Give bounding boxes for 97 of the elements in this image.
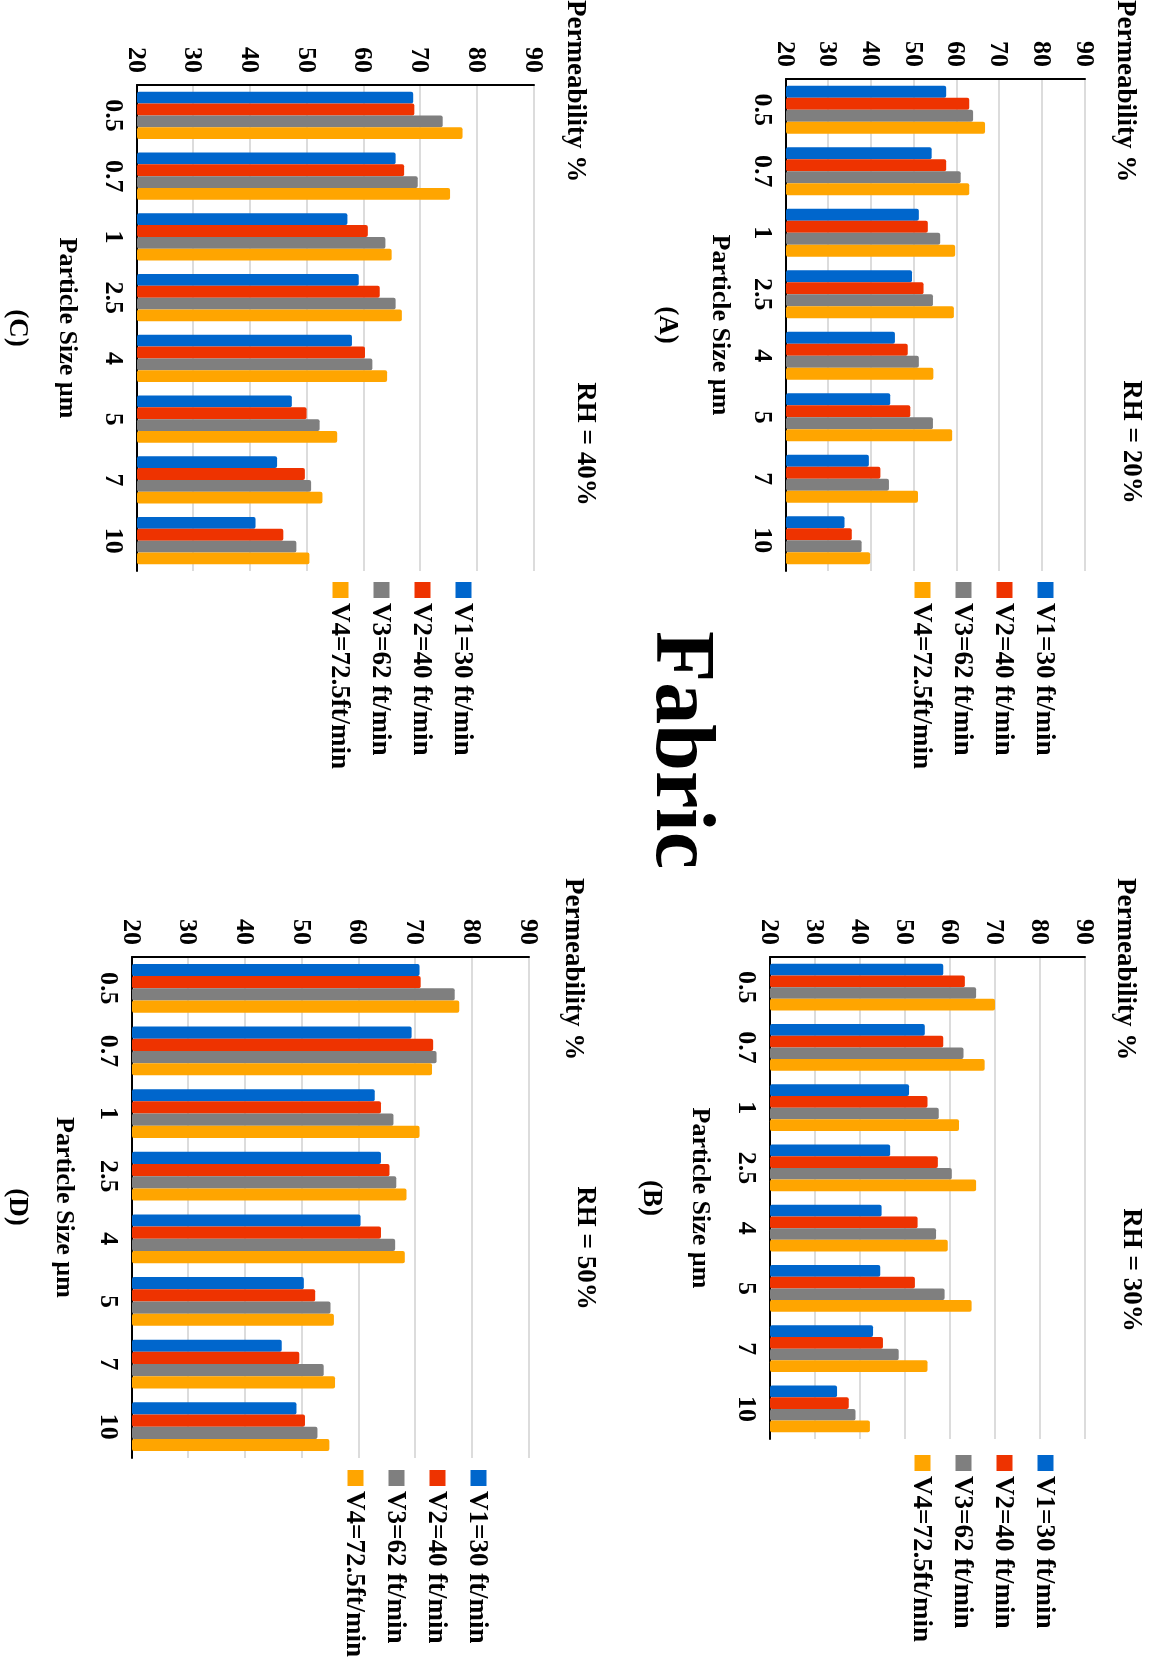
x-tick-label: 80 — [1025, 919, 1055, 945]
y-axis-title: Particle Size µm — [50, 1116, 80, 1299]
legend-label: V1=30 ft/min — [448, 603, 479, 756]
y-tick-label: 1 — [748, 226, 778, 240]
legend-label: V3=62 ft/min — [381, 1491, 412, 1644]
y-tick-label: 1 — [99, 230, 129, 244]
y-tick-label: 10 — [94, 1413, 124, 1440]
y-tick-label: 5 — [732, 1281, 762, 1295]
legend-label: V3=62 ft/min — [948, 1476, 979, 1629]
x-tick-label: 60 — [942, 41, 972, 67]
text: Fabric — [638, 631, 734, 869]
x-tick-label: 50 — [292, 47, 322, 73]
legend-label: V1=30 ft/min — [1030, 1476, 1061, 1629]
y-axis-title: Particle Size µm — [686, 1107, 716, 1289]
y-tick-label: 10 — [732, 1395, 762, 1422]
y-tick-label: 1 — [732, 1101, 762, 1115]
y-tick-label: 10 — [748, 527, 778, 554]
text: Permeability % — [1111, 0, 1142, 183]
legend-label: V1=30 ft/min — [463, 1491, 494, 1644]
x-tick-label: 50 — [899, 41, 929, 67]
y-tick-label: 4 — [748, 349, 778, 363]
text: (D) — [3, 1188, 34, 1226]
y-tick-label: 5 — [94, 1294, 124, 1308]
x-tick-label: 30 — [174, 919, 204, 945]
legend-label: V2=40 ft/min — [989, 603, 1020, 756]
y-tick-label: 0.7 — [732, 1031, 762, 1064]
y-tick-label: 4 — [732, 1221, 762, 1235]
y-tick-label: 2.5 — [732, 1151, 762, 1185]
x-tick-label: 30 — [179, 47, 209, 73]
legend-label: V4=72.5ft/min — [907, 603, 938, 770]
text: (C) — [3, 309, 34, 347]
x-tick-label: 20 — [755, 919, 785, 945]
y-tick-label: 4 — [94, 1232, 124, 1246]
x-tick-label: 90 — [1070, 41, 1100, 67]
y-tick-label: 0.5 — [94, 972, 124, 1005]
legend-label: V2=40 ft/min — [422, 1491, 453, 1644]
text: RH = 20% — [1117, 380, 1148, 504]
y-tick-label: 0.5 — [748, 93, 778, 126]
x-tick-label: 70 — [401, 919, 431, 945]
text: Permeability % — [561, 0, 592, 183]
legend-label: V4=72.5ft/min — [340, 1491, 371, 1658]
y-tick-label: 0.7 — [99, 159, 129, 193]
y-tick-label: 1 — [94, 1107, 124, 1121]
x-tick-label: 60 — [349, 47, 379, 73]
legend-label: V2=40 ft/min — [407, 603, 438, 756]
y-axis-title: Particle Size µm — [706, 234, 736, 416]
y-tick-label: 5 — [748, 410, 778, 424]
x-tick-label: 60 — [935, 919, 965, 945]
text: RH = 40% — [571, 382, 602, 506]
x-tick-label: 50 — [287, 919, 317, 945]
y-tick-label: 4 — [99, 351, 129, 365]
text: Permeability % — [1111, 878, 1142, 1061]
y-tick-label: 0.5 — [732, 970, 762, 1004]
y-tick-label: 0.7 — [748, 155, 778, 188]
x-tick-label: 70 — [985, 41, 1015, 67]
y-tick-label: 7 — [748, 472, 778, 486]
x-tick-label: 20 — [117, 919, 147, 945]
x-tick-label: 30 — [800, 919, 830, 945]
x-tick-label: 40 — [235, 47, 265, 73]
x-tick-label: 70 — [980, 919, 1010, 945]
y-tick-label: 0.7 — [94, 1034, 124, 1068]
text: (A) — [653, 306, 684, 344]
legend-label: V4=72.5ft/min — [907, 1476, 938, 1643]
text: RH = 30% — [1117, 1208, 1148, 1332]
x-tick-label: 40 — [856, 41, 886, 67]
x-tick-label: 20 — [122, 47, 152, 73]
text: RH = 50% — [571, 1186, 602, 1310]
x-tick-label: 20 — [771, 41, 801, 67]
y-tick-label: 10 — [99, 527, 129, 554]
legend-label: V1=30 ft/min — [1030, 603, 1061, 756]
x-tick-label: 90 — [519, 47, 549, 73]
y-tick-label: 7 — [99, 473, 129, 487]
x-tick-label: 70 — [406, 47, 436, 73]
x-tick-label: 90 — [1070, 919, 1100, 945]
x-tick-label: 90 — [514, 919, 544, 945]
y-tick-label: 7 — [94, 1357, 124, 1371]
y-tick-label: 2.5 — [99, 281, 129, 314]
x-tick-label: 80 — [462, 47, 492, 73]
y-axis-title: Particle Size µm — [53, 237, 83, 419]
y-tick-label: 2.5 — [94, 1159, 124, 1193]
x-tick-label: 80 — [1027, 41, 1057, 67]
x-tick-label: 80 — [457, 919, 487, 945]
y-tick-label: 5 — [99, 412, 129, 426]
y-tick-label: 0.5 — [99, 99, 129, 132]
y-tick-label: 2.5 — [748, 278, 778, 311]
x-tick-label: 60 — [344, 919, 374, 945]
text: (B) — [637, 1180, 668, 1216]
legend-label: V2=40 ft/min — [989, 1476, 1020, 1629]
legend-label: V3=62 ft/min — [948, 603, 979, 756]
text: Permeability % — [559, 878, 590, 1061]
legend-label: V4=72.5ft/min — [325, 603, 356, 770]
legend-label: V3=62 ft/min — [366, 603, 397, 756]
x-tick-label: 40 — [230, 919, 260, 945]
x-tick-label: 30 — [814, 41, 844, 67]
x-tick-label: 50 — [890, 919, 920, 945]
y-tick-label: 7 — [732, 1342, 762, 1356]
x-tick-label: 40 — [845, 919, 875, 945]
